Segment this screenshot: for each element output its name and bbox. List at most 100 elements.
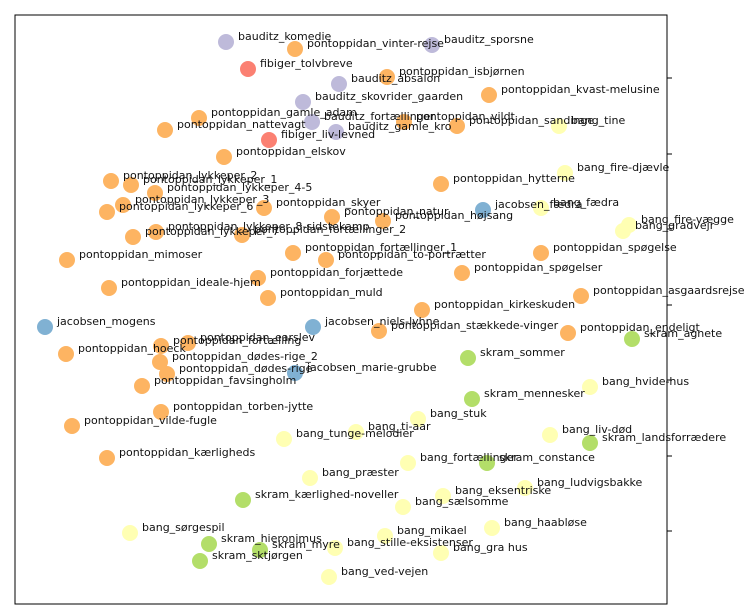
point	[395, 499, 411, 515]
point	[624, 331, 640, 347]
point-label: pontoppidan_højsang	[395, 209, 513, 222]
point	[410, 411, 426, 427]
point-label: bang_præster	[322, 466, 399, 479]
point	[318, 252, 334, 268]
point-label: pontoppidan_skyer	[276, 196, 381, 209]
point-label: pontoppidan_muld	[280, 286, 383, 299]
point-label: bauditz_komedie	[238, 30, 332, 43]
point-label: jacobsen_niels-lyhne	[324, 315, 440, 328]
point-label: pontoppidan_kærligheds	[119, 446, 255, 459]
point	[551, 118, 567, 134]
point	[122, 525, 138, 541]
point	[481, 87, 497, 103]
point-label: bang_fædra	[553, 196, 619, 209]
point-label: skram_hieronimus	[221, 532, 322, 545]
point	[153, 404, 169, 420]
point	[433, 545, 449, 561]
point	[37, 319, 53, 335]
point	[216, 149, 232, 165]
point-label: pontoppidan_mimoser	[79, 248, 203, 261]
point	[557, 165, 573, 181]
point	[371, 323, 387, 339]
point	[433, 176, 449, 192]
point	[147, 185, 163, 201]
point-label: skram_sommer	[480, 346, 565, 359]
point-label: pontoppidan_endeligt	[580, 321, 701, 334]
point	[58, 346, 74, 362]
point	[148, 224, 164, 240]
point-label: pontoppidan_earslev	[200, 331, 316, 344]
point	[582, 379, 598, 395]
point	[464, 391, 480, 407]
point	[454, 265, 470, 281]
point	[424, 37, 440, 53]
point-label: skram_mennesker	[484, 387, 585, 400]
point	[331, 76, 347, 92]
point-label: pontoppidan_vinter-rejse	[307, 37, 444, 50]
point-label: pontoppidan_spøgelse	[553, 241, 677, 254]
point-label: skram_landsforrædere	[602, 431, 726, 444]
point	[295, 94, 311, 110]
point-label: bang_stuk	[430, 407, 487, 420]
point	[615, 223, 631, 239]
point-label: pontoppidan_fortællinger_2	[254, 223, 406, 236]
point-label: pontoppidan_kirkeskuden	[434, 298, 575, 311]
point	[517, 480, 533, 496]
point	[157, 122, 173, 138]
point	[304, 114, 320, 130]
point	[582, 435, 598, 451]
point-label: bauditz_absalon	[351, 72, 440, 85]
point-label: bang_tunge-melodier	[296, 427, 414, 440]
point-label: skram_agnete	[644, 327, 722, 340]
point-label: pontoppidan_lykkeper_7	[145, 225, 279, 238]
point	[115, 197, 131, 213]
point	[256, 200, 272, 216]
point	[125, 229, 141, 245]
point-label: pontoppidan_favsingholm	[154, 374, 296, 387]
point	[479, 455, 495, 471]
plot-frame	[14, 14, 668, 605]
point	[328, 124, 344, 140]
point	[305, 319, 321, 335]
point	[533, 245, 549, 261]
point	[99, 450, 115, 466]
point-label: pontoppidan_natur	[344, 205, 449, 218]
point-label: pontoppidan_vildt	[416, 110, 516, 123]
point-label: bauditz_sporsne	[444, 33, 534, 46]
point	[191, 110, 207, 126]
point	[377, 528, 393, 544]
point-label: fibiger_liv-levned	[281, 128, 375, 141]
point-label: pontoppidan_lykkeper_6	[119, 200, 253, 213]
point-label: pontoppidan_sandinge	[469, 114, 594, 127]
point-label: pontoppidan_hytterne	[453, 172, 575, 185]
point-label: pontoppidan_asgaardsrejse	[593, 284, 745, 297]
point	[192, 553, 208, 569]
point	[103, 173, 119, 189]
point	[460, 350, 476, 366]
point-label: bang_sørgespil	[142, 521, 225, 534]
point	[285, 245, 301, 261]
point-label: pontoppidan_fortælling	[173, 334, 301, 347]
point-label: pontoppidan_torben-jytte	[173, 400, 313, 413]
point	[101, 280, 117, 296]
point-label: bang_ved-vejen	[341, 565, 428, 578]
point	[235, 492, 251, 508]
point	[435, 488, 451, 504]
point-label: pontoppidan_to-portrætter	[338, 248, 486, 261]
point-label: pontoppidan_dødes-rige	[179, 362, 313, 375]
point	[59, 252, 75, 268]
point	[327, 540, 343, 556]
point	[240, 61, 256, 77]
point	[287, 41, 303, 57]
point	[252, 542, 268, 558]
point-label: bauditz_gamle_kro	[348, 120, 452, 133]
point-label: bang_ludvigsbakke	[537, 476, 643, 489]
point	[134, 378, 150, 394]
point-label: bang_ti-aar	[368, 420, 431, 433]
point-label: bang_sælsomme	[415, 495, 509, 508]
point	[533, 200, 549, 216]
point	[153, 338, 169, 354]
point	[218, 34, 234, 50]
point-label: skram_constance	[499, 451, 595, 464]
point-label: pontoppidan_isbjørnen	[399, 65, 525, 78]
